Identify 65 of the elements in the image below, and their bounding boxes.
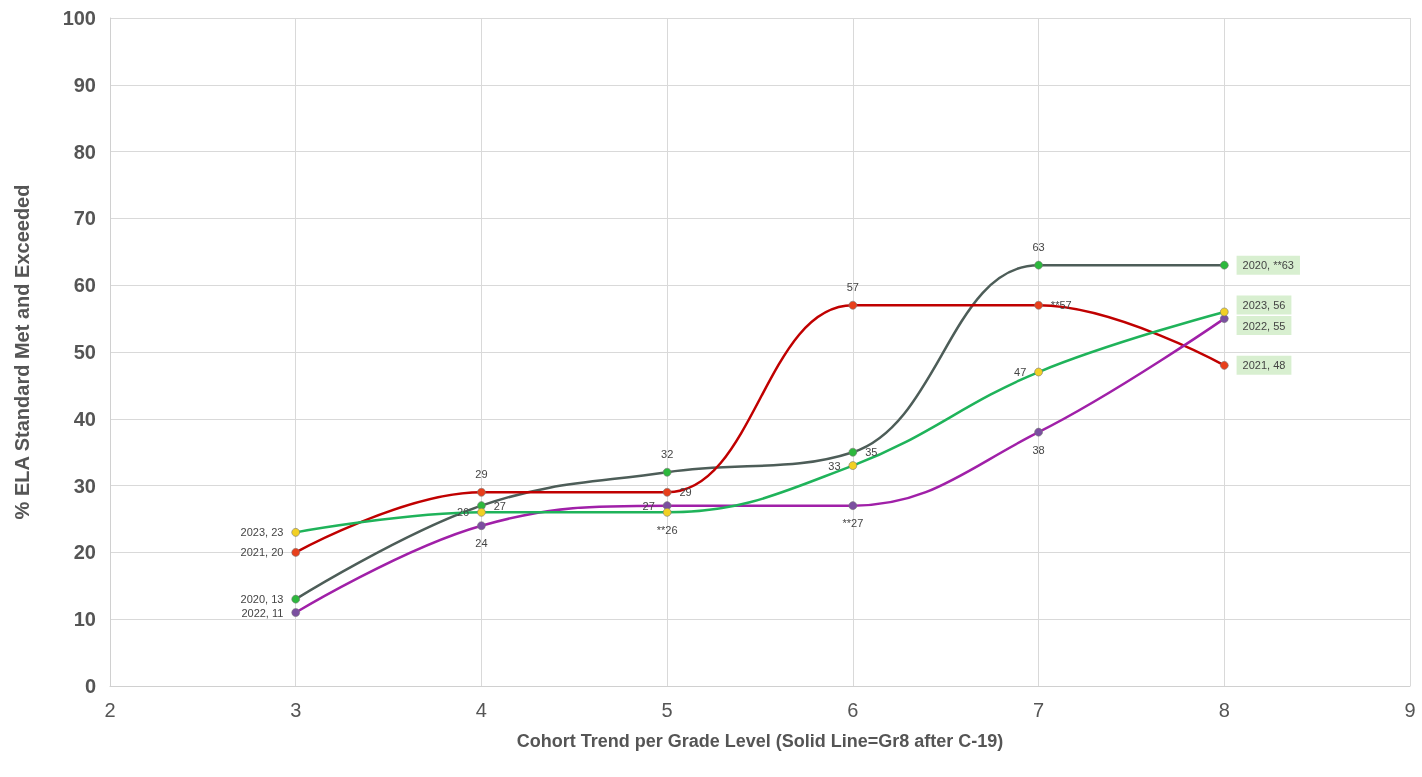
point [1034, 260, 1043, 270]
data-label: 2021, 48 [1242, 359, 1286, 372]
point [848, 300, 858, 310]
y-tick-label: 60 [73, 274, 96, 297]
y-tick-label: 90 [73, 73, 96, 96]
y-tick-label: 40 [73, 407, 96, 430]
data-label: 26 [456, 506, 470, 519]
x-tick-label: 2 [104, 699, 116, 721]
data-label: 2023, 23 [240, 526, 284, 539]
data-label: 33 [828, 459, 841, 472]
data-label: 29 [679, 486, 692, 499]
y-tick-label: 10 [73, 608, 96, 631]
data-label: 57 [846, 281, 859, 294]
x-tick-label: 8 [1218, 699, 1230, 721]
y-axis-title: % ELA Standard Met and Exceeded [11, 184, 33, 520]
data-label: 47 [1014, 366, 1027, 379]
point [1034, 300, 1043, 310]
point [1219, 314, 1229, 323]
data-label: 32 [661, 448, 674, 461]
point [848, 461, 858, 470]
y-tick-label: 0 [84, 675, 96, 697]
y-tick-label: 100 [62, 7, 96, 29]
point [848, 447, 858, 457]
y-tick-label: 80 [73, 140, 96, 163]
point [1034, 427, 1043, 437]
point [662, 487, 672, 497]
data-label: 2023, 56 [1242, 298, 1286, 311]
point [1219, 260, 1229, 270]
data-label: **26 [656, 524, 678, 537]
x-axis-title: Cohort Trend per Grade Level (Solid Line=Gr8 after C-19) [516, 731, 1004, 751]
x-tick-label: 9 [1404, 699, 1416, 721]
point [291, 608, 301, 617]
point [291, 548, 301, 557]
x-tick-label: 5 [661, 699, 673, 721]
y-tick-label: 50 [73, 341, 96, 363]
point [848, 501, 858, 510]
point [1219, 361, 1229, 370]
y-tick-label: 70 [73, 207, 96, 230]
x-tick-label: 6 [847, 699, 859, 721]
data-label: 2020, 13 [240, 593, 284, 606]
y-tick-label: 20 [73, 541, 96, 564]
point [291, 594, 301, 604]
data-label: 35 [865, 446, 878, 459]
data-label: 63 [1032, 241, 1045, 254]
data-label: **27 [842, 517, 864, 530]
data-label: 2022, 55 [1242, 319, 1286, 332]
x-tick-label: 4 [475, 699, 487, 721]
point [477, 487, 486, 497]
point [662, 508, 672, 517]
x-tick-label: 7 [1033, 699, 1045, 721]
data-label: 27 [493, 499, 506, 512]
point [291, 528, 301, 537]
data-label: 2021, 20 [240, 546, 284, 559]
y-tick-label: 30 [73, 474, 96, 497]
x-tick-label: 3 [290, 699, 302, 721]
data-label: 2020, **63 [1242, 259, 1294, 272]
data-label: 38 [1032, 443, 1045, 456]
point [1219, 307, 1229, 317]
point [1034, 367, 1043, 377]
point [662, 467, 672, 477]
data-label: 24 [475, 537, 488, 550]
point [477, 521, 486, 530]
data-label: 29 [475, 468, 488, 481]
point [477, 508, 486, 517]
data-label: 2022, 11 [241, 606, 284, 619]
